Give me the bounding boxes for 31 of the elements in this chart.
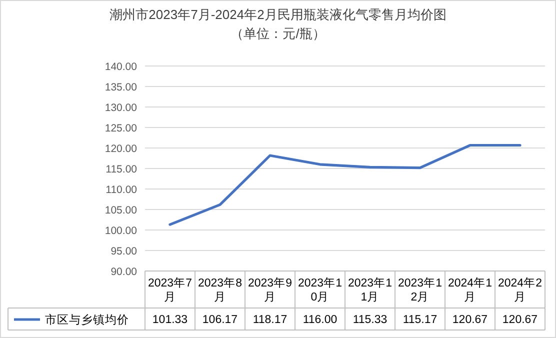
title: 潮州市2023年7月-2024年2月民用瓶装液化气零售月均价图 — [110, 7, 446, 22]
y-tick-label: 100.00 — [104, 225, 138, 237]
y-tick-label: 130.00 — [104, 102, 138, 114]
value-label: 116.00 — [302, 314, 338, 326]
value-label: 118.17 — [252, 314, 288, 326]
y-tick-label: 125.00 — [104, 122, 138, 134]
x-tick-label: 2023年7月 — [148, 276, 192, 304]
y-tick-label: 105.00 — [104, 204, 138, 216]
subtitle: （单位：元/瓶） — [230, 26, 326, 41]
y-tick-label: 135.00 — [104, 82, 138, 94]
x-tick-label: 2024年2月 — [498, 276, 542, 304]
value-label: 101.33 — [152, 314, 188, 326]
x-tick-label: 2023年9月 — [248, 276, 292, 304]
y-tick-label: 95.00 — [110, 246, 138, 258]
value-label: 115.17 — [402, 314, 438, 326]
legend: 市区与乡镇均价 — [14, 314, 129, 326]
x-tick-label: 2024年1月 — [448, 276, 492, 304]
value-label: 106.17 — [202, 314, 238, 326]
y-tick-label: 115.00 — [106, 164, 138, 176]
value-label: 120.67 — [502, 314, 538, 326]
legend-label: 市区与乡镇均价 — [45, 312, 129, 326]
y-tick-label: 90.00 — [110, 266, 138, 278]
x-tick-label: 2023年11月 — [348, 276, 392, 304]
y-tick-label: 140.00 — [104, 61, 138, 73]
x-tick-label: 2023年8月 — [198, 276, 242, 304]
value-label: 120.67 — [452, 314, 488, 326]
y-tick-label: 110.00 — [106, 184, 138, 196]
value-label: 115.33 — [352, 314, 388, 326]
x-tick-label: 2023年12月 — [398, 276, 442, 304]
y-tick-label: 120.00 — [104, 143, 138, 155]
x-tick-label: 2023年10月 — [298, 276, 342, 304]
